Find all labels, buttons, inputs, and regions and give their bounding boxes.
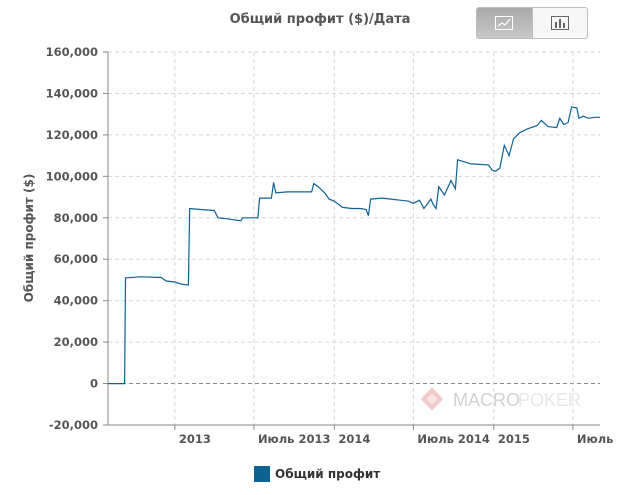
bar-chart-button[interactable] xyxy=(531,8,588,38)
legend-swatch xyxy=(254,466,270,482)
y-tick-label: 140,000 xyxy=(46,86,98,100)
bar-chart-icon xyxy=(550,16,569,30)
chart-title: Общий профит ($)/Дата xyxy=(229,12,411,27)
series-line-profit xyxy=(108,106,600,385)
chart-type-toggle xyxy=(476,7,588,39)
axes xyxy=(103,51,600,430)
y-tick-label: 0 xyxy=(90,377,98,391)
y-tick-label: 100,000 xyxy=(46,169,98,183)
macropoker-watermark: MACRO POKER xyxy=(420,387,581,411)
x-tick-label: Июль 2014 xyxy=(417,432,490,446)
watermark-text-macro: MACRO xyxy=(453,390,520,410)
y-tick-label: 40,000 xyxy=(54,294,98,308)
x-tick-label: 2014 xyxy=(338,432,370,446)
x-tick-label: 2015 xyxy=(498,432,530,446)
line-chart-button[interactable] xyxy=(477,8,532,38)
x-tick-labels: 2013 Июль 2013 2014 Июль 2014 2015 Июль xyxy=(179,432,614,446)
x-tick-label: Июль 2013 xyxy=(258,432,331,446)
watermark-text-poker: POKER xyxy=(518,390,581,410)
y-tick-label: 120,000 xyxy=(46,128,98,142)
x-tick-label: Июль xyxy=(577,432,614,446)
x-tick-label: 2013 xyxy=(179,432,211,446)
y-axis-label: Общий профит ($) xyxy=(22,174,36,303)
macropoker-logo-icon xyxy=(420,387,444,411)
y-tick-label: -20,000 xyxy=(49,418,98,432)
grid-lines xyxy=(108,51,600,425)
y-tick-label: 60,000 xyxy=(54,252,98,266)
chart-legend: Общий профит xyxy=(254,466,380,482)
y-tick-label: 20,000 xyxy=(54,335,98,349)
line-chart-icon xyxy=(495,16,514,30)
y-tick-label: 160,000 xyxy=(46,45,98,59)
line-chart: MACRO POKER -20,000 0 20,000 40,000 60,000 80… xyxy=(22,45,614,446)
y-tick-labels: -20,000 0 20,000 40,000 60,000 80,000 100,000 1… xyxy=(46,45,98,432)
y-tick-label: 80,000 xyxy=(54,211,98,225)
legend-label: Общий профит xyxy=(275,467,381,481)
